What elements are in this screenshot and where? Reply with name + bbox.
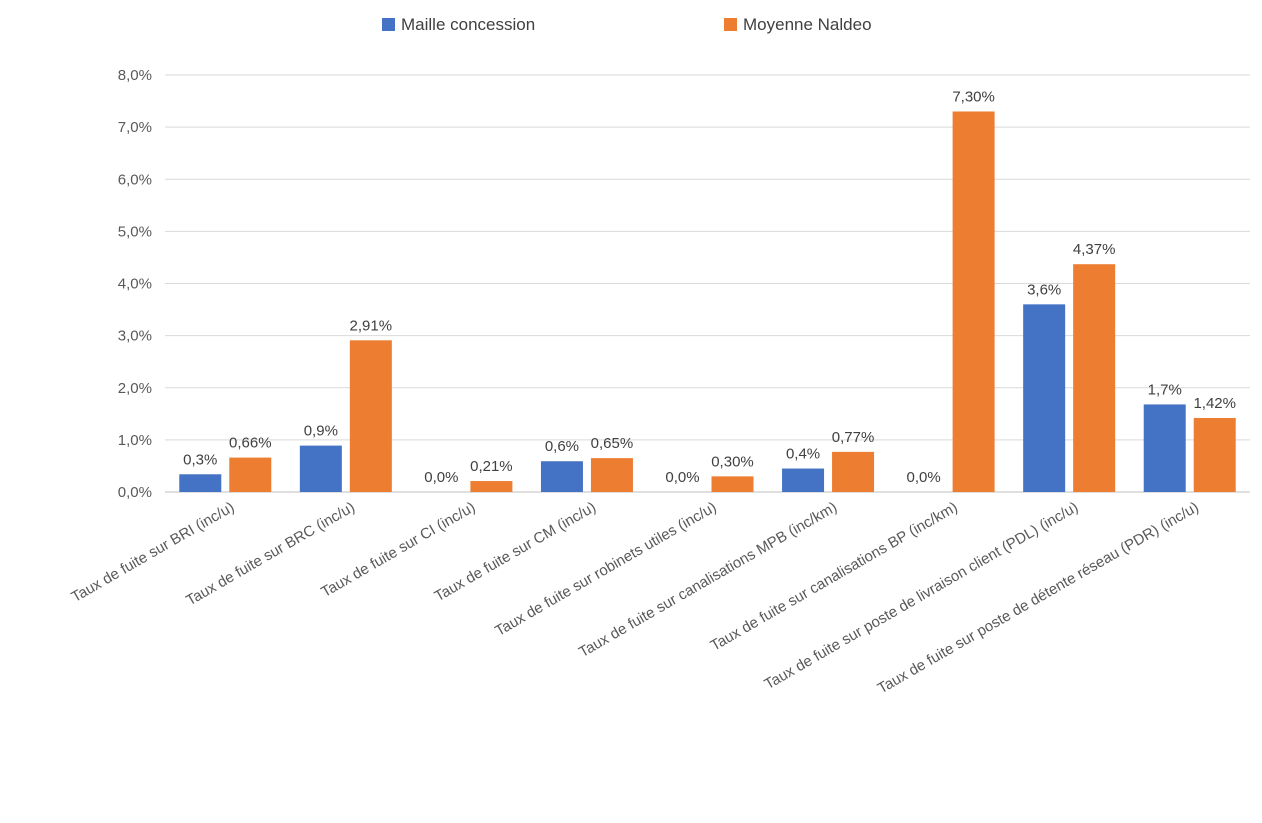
bar-maille-concession	[1023, 304, 1066, 492]
x-category-label: Taux de fuite sur canalisations BP (inc/…	[708, 499, 961, 655]
legend-swatch	[382, 18, 395, 31]
data-label: 0,66%	[229, 435, 272, 452]
data-labels: 0,3% 0,66% 0,9% 2,91% 0,0% 0,21% 0,6% 0,65% 0,0%…	[183, 88, 1236, 486]
y-tick-label: 1,0%	[118, 432, 152, 449]
data-label: 1,7%	[1148, 381, 1182, 398]
y-tick-label: 5,0%	[118, 223, 152, 240]
data-label: 7,30%	[952, 88, 995, 105]
data-label: 0,0%	[424, 469, 458, 486]
data-label: 0,77%	[832, 429, 875, 446]
x-axis: Taux de fuite sur BRI (inc/u)Taux de fui…	[68, 499, 1201, 698]
data-label: 0,21%	[470, 458, 513, 475]
data-label: 0,3%	[183, 451, 217, 468]
bar-moyenne-naldeo	[952, 111, 995, 493]
data-label: 1,42%	[1193, 395, 1236, 412]
data-label: 0,0%	[907, 469, 941, 486]
bar-maille-concession	[540, 461, 583, 492]
legend-label: Moyenne Naldeo	[743, 15, 872, 34]
x-category-label: Taux de fuite sur canalisations MPB (inc…	[576, 499, 840, 661]
y-axis: 0,0% 1,0% 2,0% 3,0% 4,0% 5,0% 6,0% 7,0% 8,0%	[118, 67, 152, 501]
x-category-label: Taux de fuite sur robinets utiles (inc/u…	[492, 499, 719, 640]
bar-maille-concession	[299, 445, 342, 492]
bar-maille-concession	[1143, 404, 1186, 492]
data-label: 4,37%	[1073, 241, 1116, 258]
legend-label: Maille concession	[401, 15, 535, 34]
bar-maille-concession	[179, 474, 222, 492]
y-tick-label: 2,0%	[118, 380, 152, 397]
bar-moyenne-naldeo	[349, 340, 392, 492]
y-tick-label: 7,0%	[118, 119, 152, 136]
bar-moyenne-naldeo	[1193, 417, 1236, 492]
y-tick-label: 3,0%	[118, 328, 152, 345]
y-tick-label: 6,0%	[118, 171, 152, 188]
bar-moyenne-naldeo	[470, 481, 513, 492]
data-label: 0,30%	[711, 453, 754, 470]
data-label: 0,0%	[665, 469, 699, 486]
bar-moyenne-naldeo	[229, 457, 272, 492]
data-label: 0,6%	[545, 438, 579, 455]
bar-maille-concession	[782, 468, 825, 492]
legend: Maille concession Moyenne Naldeo	[382, 15, 872, 34]
data-label: 0,65%	[591, 435, 634, 452]
data-label: 0,4%	[786, 446, 820, 463]
y-tick-label: 8,0%	[118, 67, 152, 84]
bar-moyenne-naldeo	[832, 451, 875, 492]
y-tick-label: 4,0%	[118, 276, 152, 293]
data-label: 3,6%	[1027, 281, 1061, 298]
y-tick-label: 0,0%	[118, 484, 152, 501]
data-label: 2,91%	[350, 317, 393, 334]
bar-moyenne-naldeo	[1073, 264, 1116, 492]
bar-moyenne-naldeo	[711, 476, 754, 492]
legend-swatch	[724, 18, 737, 31]
bar-moyenne-naldeo	[590, 458, 633, 492]
bars	[179, 111, 1236, 493]
gridlines	[165, 74, 1250, 493]
data-label: 0,9%	[304, 423, 338, 440]
